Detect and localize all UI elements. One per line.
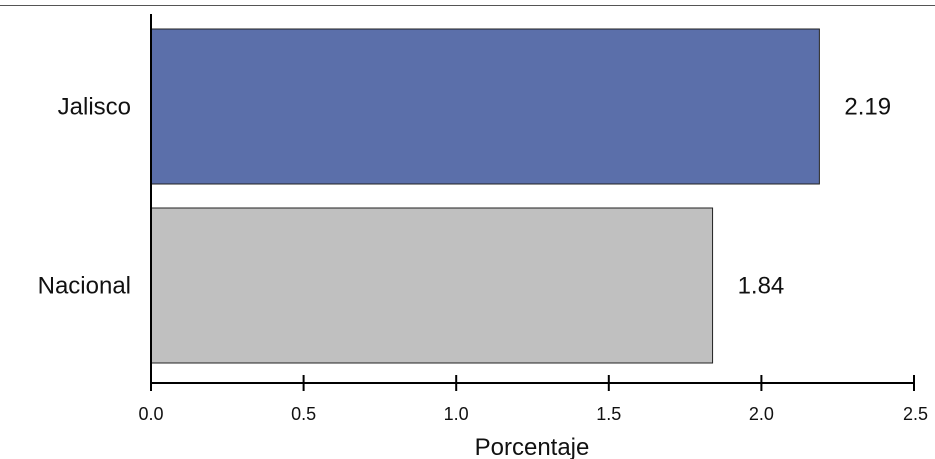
x-tick-label: 0.5 (291, 404, 316, 424)
x-tick-label: 1.5 (596, 404, 621, 424)
x-tick-label: 1.0 (444, 404, 469, 424)
x-tick-label: 2.5 (903, 404, 928, 424)
value-label-nacional: 1.84 (738, 273, 785, 300)
bar-jalisco (150, 28, 820, 185)
value-label-jalisco: 2.19 (844, 94, 891, 121)
x-tick-label: 2.0 (749, 404, 774, 424)
x-axis-title: Porcentaje (475, 434, 590, 459)
bar-nacional (150, 207, 714, 364)
x-tick-label: 0.0 (138, 404, 163, 424)
category-label-nacional: Nacional (38, 273, 131, 300)
category-label-jalisco: Jalisco (58, 94, 131, 121)
